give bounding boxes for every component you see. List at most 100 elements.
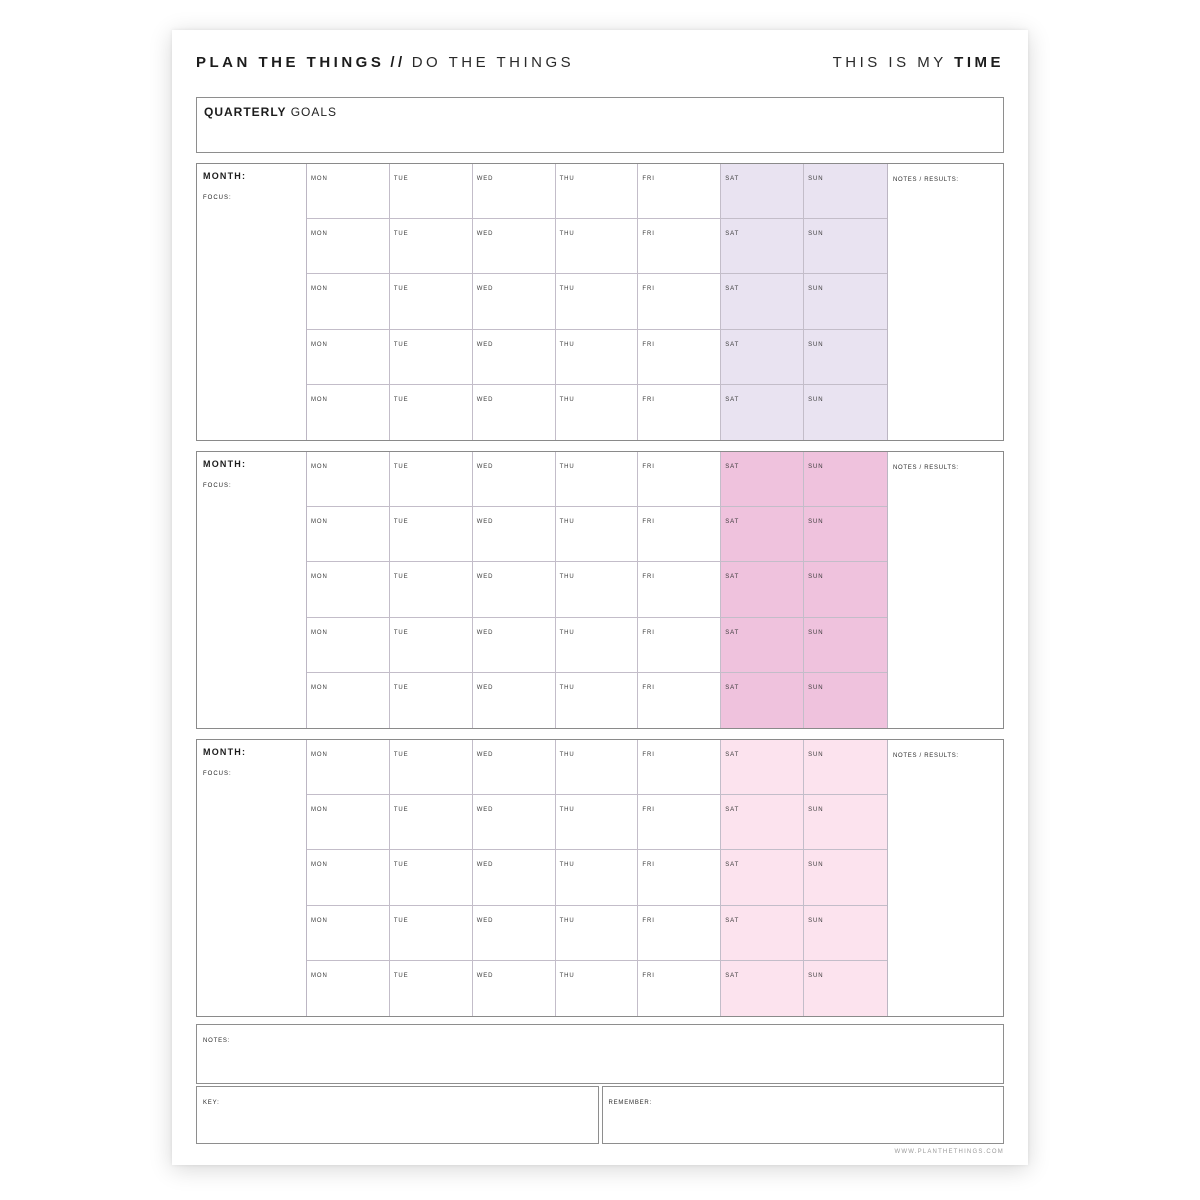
day-cell: WED bbox=[472, 850, 556, 906]
day-label: SAT bbox=[725, 286, 740, 293]
day-cell: MON bbox=[307, 452, 390, 508]
day-label: TUE bbox=[393, 807, 409, 814]
website-url: WWW.PLANTHETHINGS.COM bbox=[894, 1149, 1004, 1155]
day-label: THU bbox=[559, 286, 575, 293]
day-label: SAT bbox=[725, 396, 740, 403]
day-cell-weekend: SUN bbox=[804, 562, 887, 618]
day-cell: TUE bbox=[389, 329, 473, 385]
quarterly-goals-box: QUARTERLY GOALS bbox=[196, 97, 1004, 153]
day-cell: WED bbox=[472, 617, 556, 673]
day-label: SUN bbox=[808, 519, 824, 526]
day-label: SAT bbox=[725, 341, 740, 348]
day-cell: MON bbox=[307, 617, 390, 673]
day-label: WED bbox=[476, 752, 494, 758]
day-label: THU bbox=[559, 396, 575, 403]
month-section-2: MONTH: FOCUS: MON TUE WED THU FRI SAT SU… bbox=[196, 451, 1004, 729]
day-label: SUN bbox=[808, 286, 824, 293]
day-label: WED bbox=[476, 917, 494, 924]
day-cell: WED bbox=[472, 164, 556, 220]
day-cell: WED bbox=[472, 452, 556, 508]
day-label: WED bbox=[476, 684, 494, 691]
month-2-side: MONTH: FOCUS: bbox=[197, 452, 307, 728]
day-label: WED bbox=[476, 972, 494, 979]
day-cell-weekend: SUN bbox=[804, 164, 887, 220]
day-label: MON bbox=[311, 286, 328, 293]
day-cell: THU bbox=[555, 164, 639, 220]
day-label: THU bbox=[559, 972, 575, 979]
day-cell: MON bbox=[307, 672, 390, 728]
day-cell: THU bbox=[555, 850, 639, 906]
day-label: TUE bbox=[393, 464, 409, 470]
day-cell: THU bbox=[555, 617, 639, 673]
day-label: THU bbox=[559, 231, 575, 238]
day-label: SUN bbox=[808, 464, 824, 470]
day-label: TUE bbox=[393, 341, 409, 348]
day-label: WED bbox=[476, 464, 494, 470]
day-cell: FRI bbox=[638, 672, 722, 728]
day-cell: TUE bbox=[389, 274, 473, 330]
focus-label: FOCUS: bbox=[203, 483, 232, 489]
notes-results-label: NOTES / RESULTS: bbox=[893, 753, 959, 759]
day-label: SAT bbox=[725, 972, 740, 979]
day-label: SUN bbox=[808, 807, 824, 814]
month-section-1: MONTH: FOCUS: MON TUE WED THU FRI SAT SU… bbox=[196, 163, 1004, 441]
day-cell: FRI bbox=[638, 384, 722, 440]
day-label: SUN bbox=[808, 629, 824, 636]
day-cell: WED bbox=[472, 562, 556, 618]
day-label: SUN bbox=[808, 396, 824, 403]
notes-label: NOTES: bbox=[203, 1038, 231, 1044]
day-cell-weekend: SUN bbox=[804, 795, 887, 851]
day-cell: THU bbox=[555, 452, 639, 508]
day-label: SUN bbox=[808, 752, 824, 758]
day-cell-weekend: SAT bbox=[721, 905, 805, 961]
day-cell-weekend: SUN bbox=[804, 384, 887, 440]
day-cell: FRI bbox=[638, 960, 722, 1016]
day-cell: MON bbox=[307, 384, 390, 440]
day-cell: MON bbox=[307, 905, 390, 961]
day-label: WED bbox=[476, 176, 494, 182]
header-title-left: PLAN THE THINGS // DO THE THINGS bbox=[196, 54, 574, 72]
day-label: TUE bbox=[393, 752, 409, 758]
day-cell: MON bbox=[307, 164, 390, 220]
day-label: SAT bbox=[725, 574, 740, 581]
day-cell: WED bbox=[472, 274, 556, 330]
day-cell-weekend: SUN bbox=[804, 672, 887, 728]
day-cell: FRI bbox=[638, 740, 722, 796]
day-cell: FRI bbox=[638, 329, 722, 385]
day-cell: THU bbox=[555, 795, 639, 851]
day-cell-weekend: SUN bbox=[804, 905, 887, 961]
day-label: FRI bbox=[642, 684, 655, 691]
day-cell-weekend: SAT bbox=[721, 452, 805, 508]
day-label: SUN bbox=[808, 231, 824, 238]
day-cell: TUE bbox=[389, 740, 473, 796]
day-label: WED bbox=[476, 629, 494, 636]
day-label: WED bbox=[476, 396, 494, 403]
day-cell: TUE bbox=[389, 617, 473, 673]
day-label: TUE bbox=[393, 396, 409, 403]
month-2-week-grid: MON TUE WED THU FRI SAT SUN MON TUE WED … bbox=[307, 452, 887, 728]
day-cell: FRI bbox=[638, 562, 722, 618]
day-label: MON bbox=[311, 341, 328, 348]
day-cell: WED bbox=[473, 960, 556, 1016]
day-cell-weekend: SAT bbox=[721, 562, 805, 618]
day-cell: THU bbox=[555, 740, 639, 796]
day-label: WED bbox=[476, 519, 494, 526]
day-cell: FRI bbox=[638, 219, 722, 275]
day-cell: WED bbox=[472, 740, 556, 796]
day-label: TUE bbox=[393, 862, 409, 869]
day-cell: WED bbox=[472, 905, 556, 961]
day-cell: FRI bbox=[638, 795, 722, 851]
day-label: TUE bbox=[393, 629, 409, 636]
day-cell-weekend: SAT bbox=[721, 672, 805, 728]
day-label: THU bbox=[559, 917, 575, 924]
day-cell: THU bbox=[555, 219, 639, 275]
day-label: THU bbox=[559, 752, 575, 758]
month-label: MONTH: bbox=[203, 459, 247, 469]
day-label: FRI bbox=[642, 341, 655, 348]
day-cell: THU bbox=[555, 507, 639, 563]
day-label: MON bbox=[311, 917, 328, 924]
remember-label: REMEMBER: bbox=[608, 1100, 653, 1106]
day-cell: FRI bbox=[638, 617, 722, 673]
day-label: SAT bbox=[725, 752, 740, 758]
day-label: WED bbox=[476, 862, 494, 869]
